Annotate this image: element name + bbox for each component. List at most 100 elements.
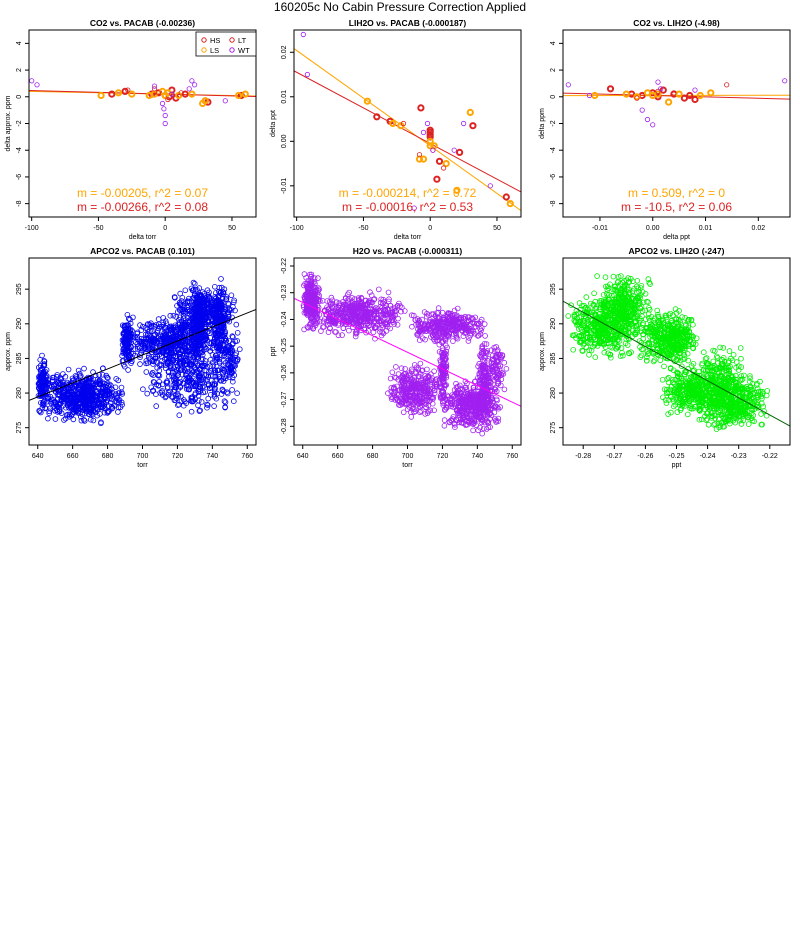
data-point [479, 392, 486, 399]
data-point [234, 357, 241, 363]
data-point [157, 361, 164, 368]
data-point [338, 310, 344, 317]
data-point [196, 329, 203, 336]
data-point [229, 333, 236, 340]
data-point [431, 387, 438, 394]
y-tick-label: 290 [16, 318, 23, 330]
data-point [150, 332, 157, 339]
y-tick-label: -6 [550, 174, 557, 180]
data-point [456, 325, 463, 332]
data-point [387, 302, 394, 309]
x-tick-label: 700 [137, 453, 149, 460]
data-point [497, 382, 504, 389]
data-point [474, 321, 480, 327]
data-point [124, 311, 131, 318]
data-point-WT [420, 129, 427, 135]
data-point [628, 349, 634, 356]
x-tick-label: 640 [32, 453, 44, 460]
data-point [234, 329, 241, 336]
data-point-LS [654, 90, 662, 98]
data-point [54, 403, 61, 410]
data-point [140, 386, 146, 393]
data-point-LS [175, 91, 183, 100]
data-point [66, 411, 73, 418]
data-point [211, 298, 217, 304]
data-point [137, 322, 143, 328]
data-point [221, 367, 228, 373]
data-point [189, 394, 195, 401]
data-point [389, 317, 396, 323]
y-tick-label: 0.02 [281, 45, 288, 59]
data-point [233, 321, 240, 328]
data-point [386, 296, 392, 303]
data-point-WT [169, 91, 175, 97]
data-point [42, 382, 49, 389]
data-point [435, 309, 442, 316]
data-point [352, 333, 359, 340]
data-point [225, 345, 232, 351]
data-point [40, 399, 47, 405]
data-point [453, 399, 460, 405]
data-point [124, 345, 130, 352]
data-point [153, 322, 160, 328]
data-point [439, 339, 446, 346]
data-point [462, 313, 468, 320]
data-point [206, 382, 212, 389]
data-point [175, 386, 182, 392]
data-point [136, 338, 142, 345]
data-point [123, 322, 129, 329]
data-point [150, 372, 157, 379]
data-point [408, 392, 414, 399]
data-point [213, 352, 219, 359]
data-point [169, 373, 175, 379]
data-point [191, 302, 198, 309]
data-point [195, 333, 202, 339]
data-point [207, 357, 214, 363]
data-point [349, 300, 356, 307]
chart-panel-p3: CO2 vs. LIH2O (-4.98)m = 0.509, r^2 = 0m… [539, 18, 791, 241]
data-point [485, 373, 491, 380]
data-point-HS [433, 175, 441, 183]
data-point [45, 415, 51, 422]
data-point [192, 319, 199, 326]
plot-area [294, 31, 521, 211]
data-point [346, 289, 352, 296]
data-point [626, 350, 633, 357]
data-point [441, 422, 448, 429]
data-point [421, 385, 427, 392]
data-point [139, 323, 146, 330]
data-point [173, 314, 179, 320]
data-point [428, 311, 435, 318]
data-point [303, 309, 310, 316]
data-point-HS [686, 91, 694, 100]
data-point [316, 318, 323, 325]
data-point [174, 366, 180, 373]
data-point [176, 331, 183, 337]
data-point [451, 331, 457, 338]
data-point [456, 382, 463, 389]
data-point [426, 328, 433, 334]
data-point [459, 320, 466, 326]
data-point [197, 312, 203, 318]
data-point [435, 305, 442, 311]
data-point [180, 309, 186, 315]
data-point-WT [692, 87, 698, 93]
data-point [463, 411, 469, 417]
data-point [40, 391, 47, 398]
data-point [145, 354, 152, 361]
data-point [366, 302, 373, 309]
data-point [167, 312, 174, 319]
y-tick-label: 285 [16, 352, 23, 364]
fit-line-red [29, 89, 256, 98]
data-point [450, 404, 456, 411]
data-point [149, 371, 155, 377]
data-point [439, 394, 445, 401]
data-point [69, 396, 75, 403]
data-point [140, 341, 146, 348]
data-point [217, 313, 224, 319]
data-point-WT [192, 82, 198, 88]
data-point [205, 402, 211, 409]
data-point [484, 418, 491, 425]
data-point-LT [155, 90, 162, 96]
x-tick-label: 50 [493, 225, 501, 232]
